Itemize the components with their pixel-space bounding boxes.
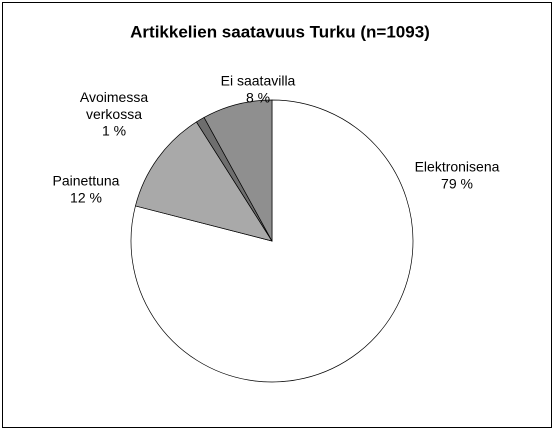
chart-title: Artikkelien saatavuus Turku (n=1093)	[130, 22, 430, 41]
slice-value-label: 1 %	[102, 123, 126, 139]
pie	[130, 99, 414, 383]
pie-slice	[135, 121, 273, 242]
pie-slice	[203, 99, 273, 242]
slice-label: Avoimessa verkossa	[80, 89, 148, 122]
slice-label: Ei saatavilla	[221, 73, 296, 89]
slice-label: Elektronisena	[415, 159, 500, 175]
slice-value-label: 79 %	[441, 176, 473, 192]
slice-value-label: 8 %	[246, 90, 270, 106]
slice-label: Painettuna	[53, 173, 120, 189]
slice-value-label: 12 %	[70, 190, 102, 206]
